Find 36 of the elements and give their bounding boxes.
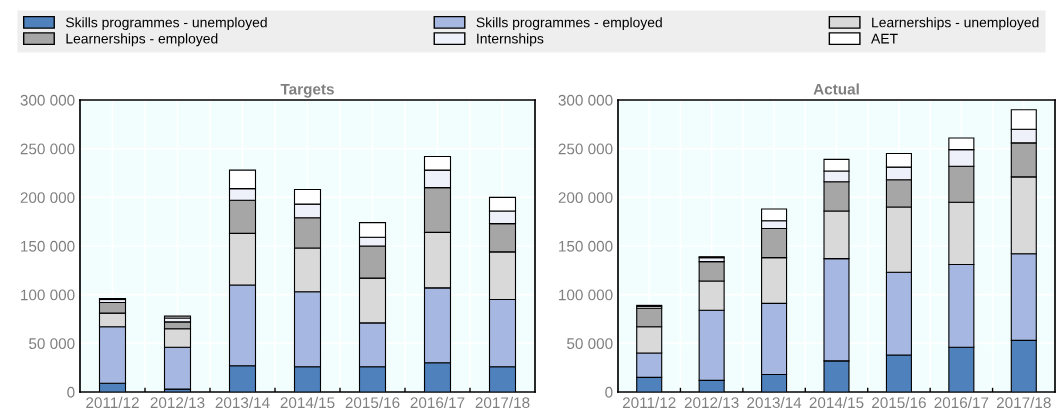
x-tick-label: 2015/16	[345, 396, 400, 409]
x-tick-label: 2017/18	[996, 396, 1051, 409]
x-tick-label: 2015/16	[872, 396, 926, 409]
legend-label: Internships	[477, 33, 544, 47]
y-tick-label: 250 000	[20, 143, 75, 155]
legend-label: Learnerships - employed	[66, 33, 218, 47]
y-tick-label: 200 000	[558, 192, 613, 204]
legend-label: AET	[871, 33, 898, 44]
x-tick-label: 2013/14	[747, 396, 802, 409]
legend-label: Skills programmes - employed	[476, 17, 662, 31]
x-tick-label: 2012/13	[150, 396, 205, 409]
x-tick-label: 2013/14	[215, 396, 270, 409]
y-tick-label: 250 000	[558, 143, 613, 155]
x-tick-label: 2012/13	[684, 396, 739, 409]
y-tick-label: 50 000	[567, 338, 613, 350]
y-tick-label: 0	[67, 386, 75, 398]
x-tick-label: 2017/18	[475, 396, 530, 409]
y-tick-label: 300 000	[558, 94, 613, 106]
legend-label: Learnerships - unemployed	[872, 17, 1039, 31]
y-tick-label: 150 000	[559, 240, 613, 252]
x-tick-label: 2016/17	[410, 396, 465, 409]
y-tick-label: 100 000	[559, 289, 613, 301]
y-tick-label: 50 000	[29, 338, 75, 350]
x-tick-label: 2011/12	[622, 396, 676, 409]
y-tick-label: 100 000	[21, 289, 75, 301]
y-tick-label: 150 000	[21, 240, 75, 252]
x-tick-label: 2014/15	[809, 396, 864, 409]
legend-label: Skills programmes - unemployed	[65, 17, 267, 31]
chart-title: Actual	[813, 83, 859, 95]
chart-title: Targets	[280, 83, 334, 98]
x-tick-label: 2011/12	[86, 396, 139, 409]
y-tick-label: 300 000	[20, 94, 75, 106]
y-tick-label: 0	[605, 386, 613, 398]
y-tick-label: 200 000	[20, 192, 75, 204]
x-tick-label: 2014/15	[280, 396, 335, 409]
x-tick-label: 2016/17	[934, 396, 989, 409]
